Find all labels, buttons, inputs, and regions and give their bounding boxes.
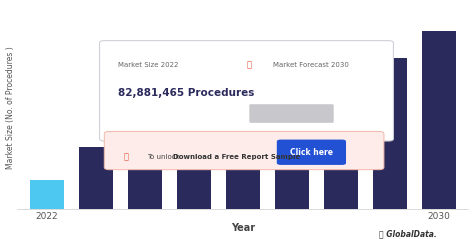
Text: 82,881,465 Procedures: 82,881,465 Procedures <box>118 88 255 98</box>
Bar <box>226 102 260 209</box>
Bar <box>324 73 358 209</box>
Text: Market Forecast 2030: Market Forecast 2030 <box>273 62 348 68</box>
Text: 🔒: 🔒 <box>246 60 252 69</box>
Bar <box>79 147 113 209</box>
Text: Download a Free Report Sample: Download a Free Report Sample <box>173 154 300 160</box>
Text: Click here: Click here <box>290 148 333 157</box>
Bar <box>422 31 456 209</box>
X-axis label: Year: Year <box>231 223 255 234</box>
Bar <box>373 58 407 209</box>
Bar <box>29 180 64 209</box>
Bar <box>128 131 162 209</box>
Bar <box>177 116 211 209</box>
Y-axis label: Market Size (No. of Procedures ): Market Size (No. of Procedures ) <box>6 46 15 168</box>
Text: To unlock: To unlock <box>147 154 182 160</box>
Bar <box>275 89 309 209</box>
Text: Ⓠ GlobalData.: Ⓠ GlobalData. <box>379 230 437 239</box>
Text: Market Size 2022: Market Size 2022 <box>118 62 179 68</box>
Text: 🔒: 🔒 <box>123 152 128 161</box>
